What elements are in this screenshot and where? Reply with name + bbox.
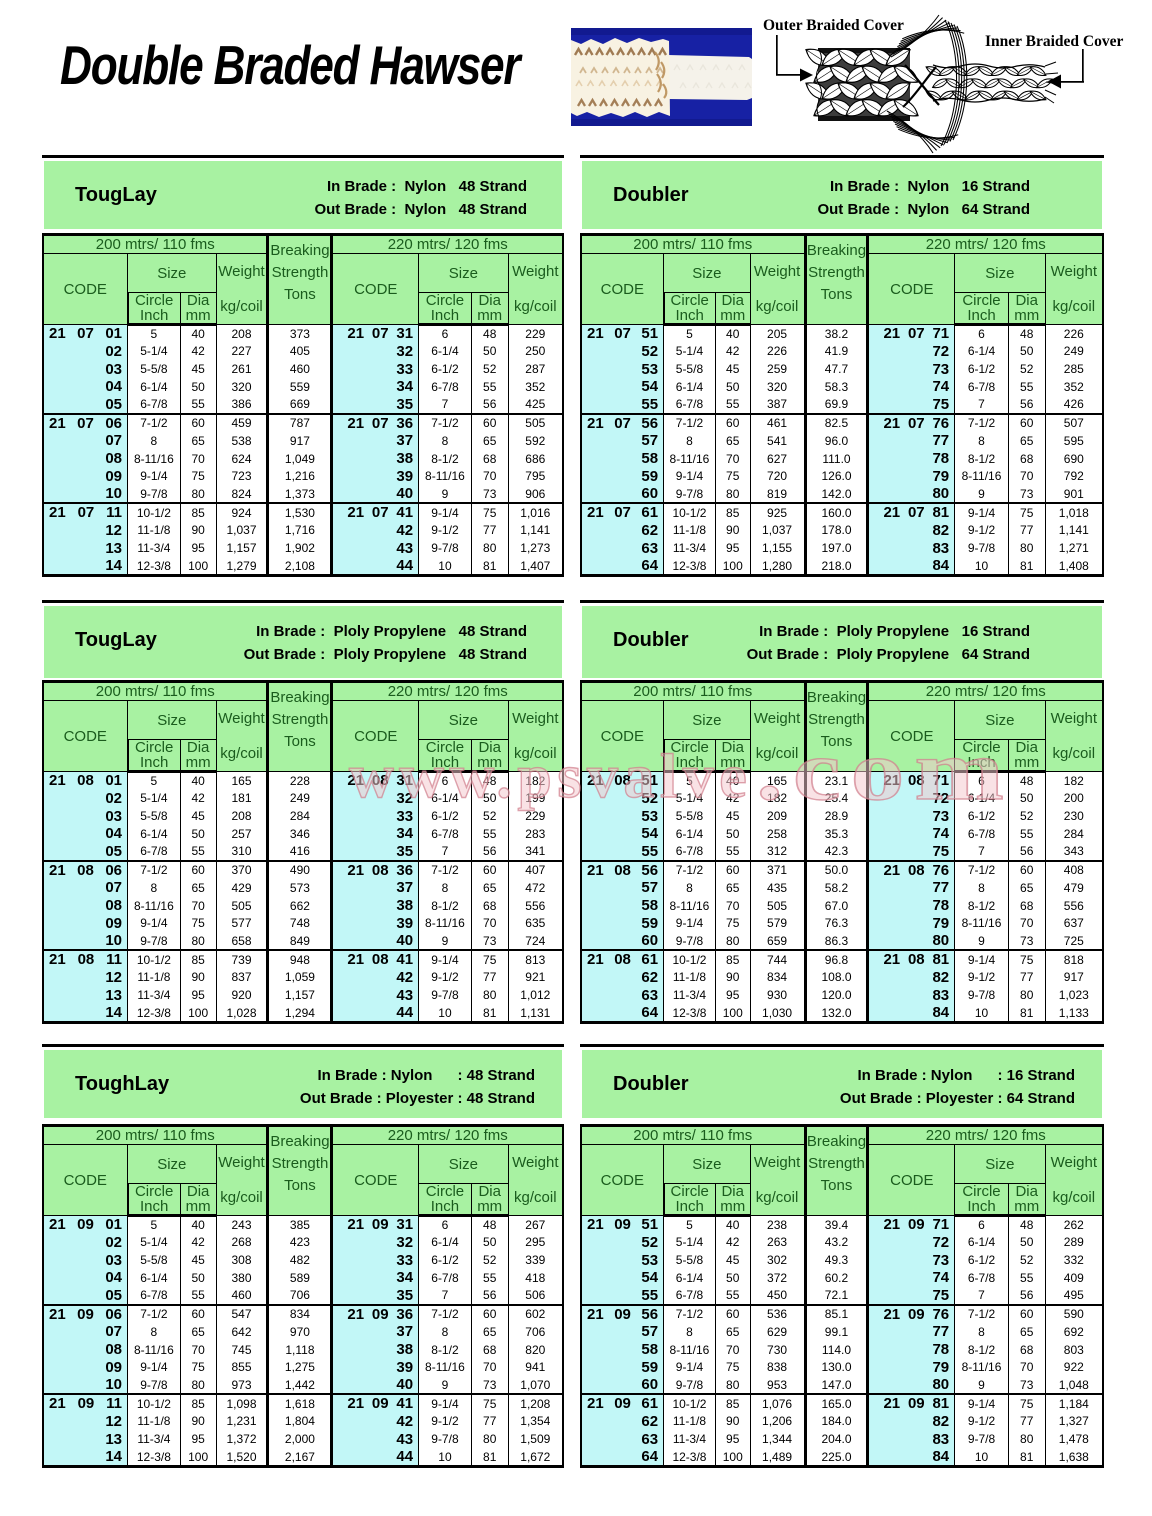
svg-text:Outer Braided Cover: Outer Braided Cover bbox=[763, 17, 904, 34]
svg-text:Inner Braided Cover: Inner Braided Cover bbox=[985, 33, 1123, 50]
